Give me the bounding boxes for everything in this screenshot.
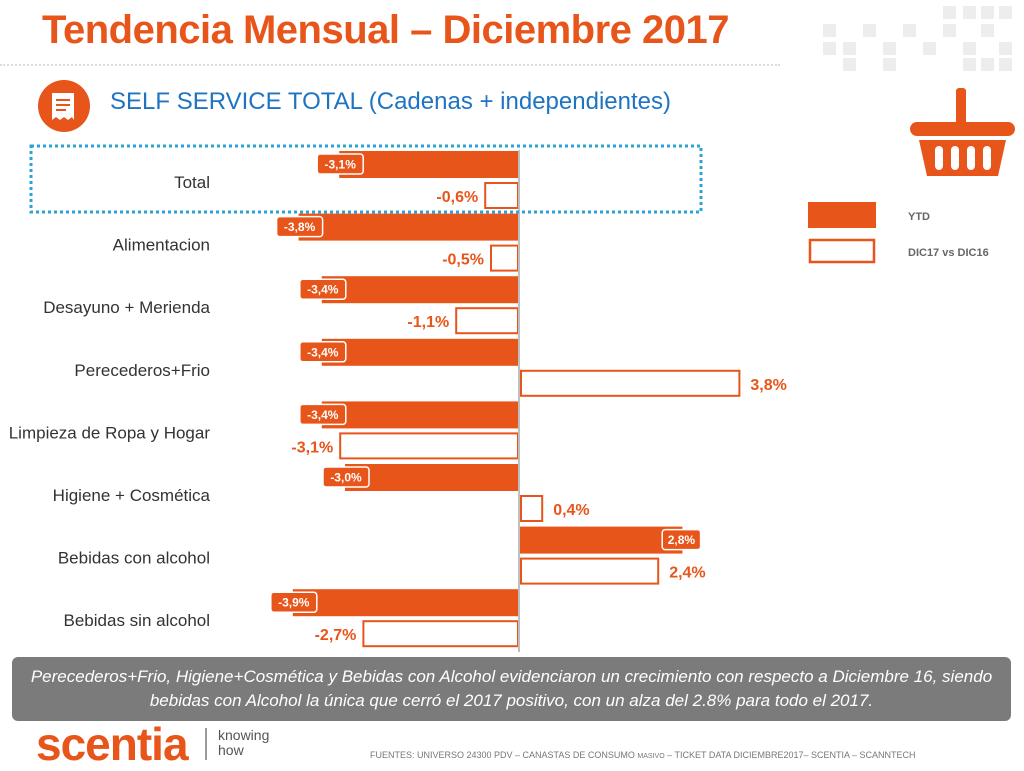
tagline-line-2: how [218, 742, 244, 758]
summary-text: Perecederos+Frio, Higiene+Cosmética y Be… [30, 667, 993, 710]
ytd-data-label-bg [661, 528, 702, 551]
ytd-bar [321, 276, 519, 304]
bar-chart: Total -3,1% -0,6% Alimentacion -3,8% -0,5% Des… [9, 144, 989, 652]
scentia-logo: scentia [36, 718, 189, 770]
category-label: Bebidas con alcohol [58, 549, 210, 568]
ytd-bar [339, 151, 519, 178]
ytd-data-label: -3,4% [307, 345, 339, 359]
receipt-icon [38, 80, 90, 132]
ytd-data-label: -3,8% [284, 220, 316, 234]
legend-label-ytd: YTD [908, 211, 930, 223]
category-label: Desayuno + Merienda [43, 298, 210, 317]
dic-bar [520, 557, 660, 585]
ytd-bar [292, 589, 519, 617]
ytd-data-label: -3,1% [325, 158, 357, 172]
ytd-data-label-bg [270, 591, 318, 613]
dic-bar [520, 369, 741, 397]
logo-divider [205, 728, 207, 760]
ytd-bar [321, 338, 519, 366]
category-label: Perecederos+Frio [74, 361, 210, 380]
dic-bar [490, 244, 519, 272]
ytd-bar [298, 213, 519, 241]
summary-box: Perecederos+Frio, Higiene+Cosmética y Be… [12, 657, 1011, 721]
highlight-box [29, 144, 703, 214]
dic-bar [484, 182, 520, 209]
dic-data-label: 3,8% [750, 377, 786, 394]
tagline-line-1: knowing [218, 727, 270, 743]
source-text-2: – TICKET DATA DICIEMBRE2017– SCENTIA – S… [664, 750, 916, 760]
legend-swatch-dic [808, 238, 876, 264]
ytd-data-label: -3,4% [307, 283, 339, 297]
category-label: Alimentacion [113, 236, 210, 255]
ytd-bar [345, 464, 519, 491]
ytd-data-label-bg [322, 466, 370, 488]
decorative-mosaic [815, 2, 1024, 72]
ytd-data-label-bg [275, 215, 324, 238]
dic-data-label: 2,4% [669, 565, 705, 582]
dic-bar [362, 620, 519, 648]
source-note: FUENTES: UNIVERSO 24300 PDV – CANASTAS D… [370, 750, 916, 760]
dic-data-label: -2,7% [315, 627, 357, 644]
dic-data-label: -0,6% [436, 189, 478, 206]
ytd-bar [520, 526, 683, 554]
category-label: Total [174, 173, 210, 192]
ytd-data-label-bg [299, 278, 347, 300]
ytd-bar [321, 401, 519, 429]
dic-data-label: -0,5% [442, 252, 484, 269]
ytd-data-label: -3,4% [307, 408, 339, 422]
dic-data-label: 0,4% [553, 502, 589, 519]
source-text-small: MASIVO [637, 753, 665, 760]
legend-label-dic: DIC17 vs DIC16 [908, 247, 989, 259]
shopping-basket-icon [905, 88, 1020, 180]
category-label: Higiene + Cosmética [53, 486, 211, 505]
category-label: Limpieza de Ropa y Hogar [9, 423, 211, 442]
chart-subtitle: SELF SERVICE TOTAL (Cadenas + independie… [110, 88, 671, 115]
page-title: Tendencia Mensual – Diciembre 2017 [42, 8, 730, 52]
dic-data-label: -1,1% [407, 314, 449, 331]
title-divider [0, 64, 780, 66]
dic-bar [339, 432, 520, 460]
logo-tagline: knowing how [218, 728, 269, 758]
dic-data-label: -3,1% [291, 439, 333, 456]
ytd-data-label-bg [316, 153, 364, 175]
legend-swatch-ytd [808, 202, 876, 228]
category-label: Bebidas sin alcohol [64, 611, 210, 630]
ytd-data-label: 2,8% [668, 533, 696, 547]
dic-bar [520, 495, 544, 522]
ytd-data-label: -3,9% [278, 596, 310, 610]
source-text-1: FUENTES: UNIVERSO 24300 PDV – CANASTAS D… [370, 750, 638, 760]
dic-bar [455, 307, 520, 335]
ytd-data-label-bg [299, 341, 347, 363]
ytd-data-label: -3,0% [330, 471, 362, 485]
ytd-data-label-bg [299, 403, 347, 426]
